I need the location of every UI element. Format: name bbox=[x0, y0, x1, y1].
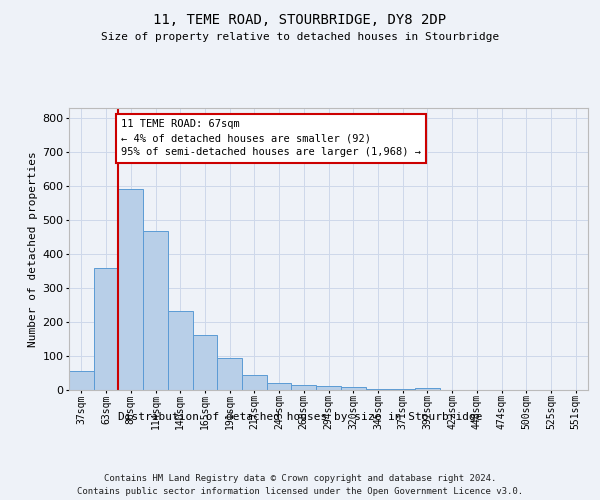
Bar bbox=[415, 388, 440, 390]
Text: Size of property relative to detached houses in Stourbridge: Size of property relative to detached ho… bbox=[101, 32, 499, 42]
Text: 11 TEME ROAD: 67sqm
← 4% of detached houses are smaller (92)
95% of semi-detache: 11 TEME ROAD: 67sqm ← 4% of detached hou… bbox=[121, 120, 421, 158]
Bar bbox=[94, 268, 118, 390]
Bar bbox=[217, 358, 242, 390]
Text: Distribution of detached houses by size in Stourbridge: Distribution of detached houses by size … bbox=[118, 412, 482, 422]
Bar bbox=[168, 310, 193, 390]
Bar bbox=[143, 230, 168, 390]
Bar bbox=[267, 383, 292, 390]
Text: Contains HM Land Registry data © Crown copyright and database right 2024.: Contains HM Land Registry data © Crown c… bbox=[104, 474, 496, 483]
Bar bbox=[69, 372, 94, 390]
Text: Contains public sector information licensed under the Open Government Licence v3: Contains public sector information licen… bbox=[77, 488, 523, 496]
Bar bbox=[242, 374, 267, 390]
Text: 11, TEME ROAD, STOURBRIDGE, DY8 2DP: 11, TEME ROAD, STOURBRIDGE, DY8 2DP bbox=[154, 12, 446, 26]
Bar bbox=[341, 388, 365, 390]
Y-axis label: Number of detached properties: Number of detached properties bbox=[28, 151, 38, 346]
Bar bbox=[365, 389, 390, 390]
Bar bbox=[292, 384, 316, 390]
Bar bbox=[316, 386, 341, 390]
Bar bbox=[193, 335, 217, 390]
Bar bbox=[118, 189, 143, 390]
